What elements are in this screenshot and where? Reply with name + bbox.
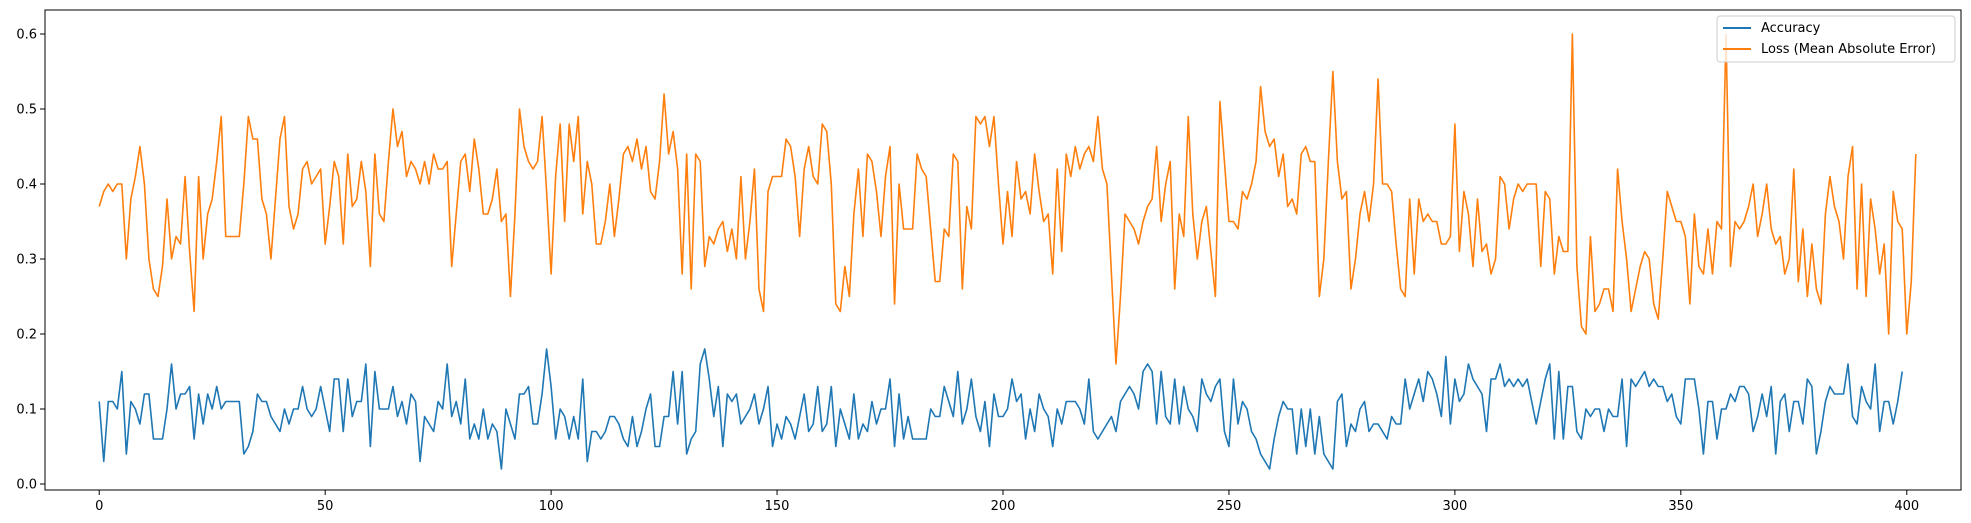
x-tick-label: 250	[1217, 499, 1242, 514]
y-tick-label: 0.5	[16, 103, 37, 118]
y-tick-label: 0.3	[16, 253, 37, 268]
x-tick-label: 150	[765, 499, 790, 514]
x-tick-label: 0	[95, 499, 103, 514]
series-line-accuracy	[98, 348, 1904, 470]
axes-ticks: 0 50 100 150 200 250 300 350 400 0.0 0.1 0.2 0.3 0.4 0…	[16, 28, 1919, 515]
x-tick-label: 400	[1894, 499, 1919, 514]
y-tick-label: 0.1	[16, 403, 37, 418]
y-tick-label: 0.6	[16, 28, 37, 43]
x-tick-label: 300	[1442, 499, 1467, 514]
x-tick-label: 100	[539, 499, 564, 514]
axes-frame	[44, 9, 1962, 491]
plot-area	[98, 33, 1917, 470]
legend-label-loss: Loss (Mean Absolute Error)	[1761, 42, 1936, 57]
legend: Accuracy Loss (Mean Absolute Error)	[1716, 15, 1956, 63]
y-tick-label: 0.2	[16, 328, 37, 343]
x-tick-label: 200	[991, 499, 1016, 514]
legend-label-accuracy: Accuracy	[1761, 21, 1821, 36]
series-line-loss	[98, 33, 1917, 365]
y-tick-label: 0.4	[16, 178, 37, 193]
y-tick-label: 0.0	[16, 478, 37, 493]
x-tick-label: 50	[317, 499, 334, 514]
legend-box	[1716, 15, 1956, 63]
x-tick-label: 350	[1668, 499, 1693, 514]
